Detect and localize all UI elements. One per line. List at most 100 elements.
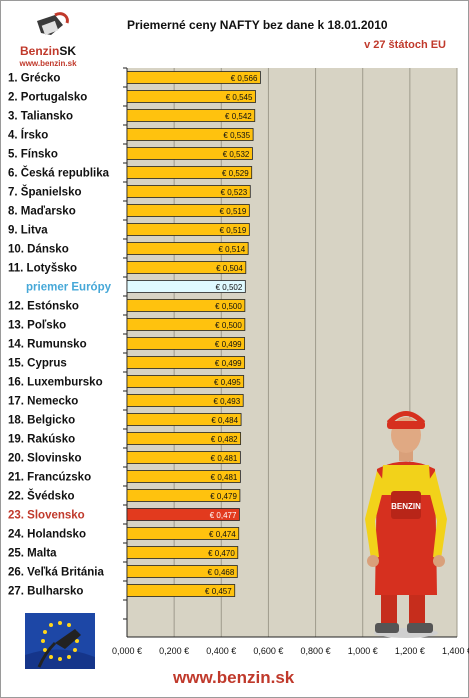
bar xyxy=(126,413,242,426)
data-label: € 0,481 xyxy=(211,473,238,482)
logo-url[interactable]: www.benzin.sk xyxy=(19,59,77,68)
bar-chart: 0,000 € 0,200 € 0,400 € 0,600 € 0,800 € 1,000… xyxy=(8,67,469,656)
bar xyxy=(126,432,242,445)
logo-text: Benzin xyxy=(19,44,60,58)
bar xyxy=(126,527,240,540)
logo-text-sk: SK xyxy=(59,44,76,58)
category-label: 9. Litva xyxy=(8,225,48,237)
data-label: € 0,523 xyxy=(221,188,248,197)
category-label: 12. Estónsko xyxy=(8,301,79,313)
data-label: € 0,481 xyxy=(211,454,238,463)
category-label: 8. Maďarsko xyxy=(8,206,76,218)
category-label: 19. Rakúsko xyxy=(8,434,75,446)
data-label: € 0,474 xyxy=(209,530,236,539)
category-label: 15. Cyprus xyxy=(8,358,67,370)
category-label: 25. Malta xyxy=(8,548,57,560)
category-label: 3. Taliansko xyxy=(8,111,73,123)
category-label: 20. Slovinsko xyxy=(8,453,82,465)
bar xyxy=(126,223,250,236)
category-label: 13. Poľsko xyxy=(8,320,66,332)
x-tick-label: 0,600 € xyxy=(253,646,283,656)
bar xyxy=(126,90,256,103)
bar xyxy=(126,470,241,483)
data-label: € 0,529 xyxy=(222,169,249,178)
category-label: 5. Fínsko xyxy=(8,149,58,161)
data-label: € 0,514 xyxy=(218,245,245,254)
category-label: 22. Švédsko xyxy=(8,490,74,503)
bar xyxy=(126,204,250,217)
chart-subtitle: v 27 štátoch EU xyxy=(364,39,446,51)
data-label: € 0,468 xyxy=(208,568,235,577)
bar xyxy=(126,242,249,255)
category-label: 23. Slovensko xyxy=(8,510,85,522)
x-tick-label: 0,400 € xyxy=(206,646,236,656)
bar xyxy=(126,147,253,160)
category-label: 21. Francúzsko xyxy=(8,472,91,484)
data-label: € 0,457 xyxy=(205,587,232,596)
bar xyxy=(126,299,246,312)
logo-wordmark: BenzinSK xyxy=(7,44,89,58)
svg-text:BENZIN: BENZIN xyxy=(391,502,421,511)
category-label: 4. Írsko xyxy=(8,129,48,142)
bar xyxy=(126,185,251,198)
category-label: 11. Lotyšsko xyxy=(8,263,77,275)
category-label: 14. Rumunsko xyxy=(8,339,87,351)
fuel-nozzle-icon xyxy=(37,12,69,36)
bar xyxy=(126,394,244,407)
footer-url[interactable]: www.benzin.sk xyxy=(173,668,295,687)
bar xyxy=(126,166,253,179)
bar xyxy=(126,489,241,502)
category-label: 1. Grécko xyxy=(8,73,60,85)
data-label: € 0,470 xyxy=(208,549,235,558)
data-label: € 0,499 xyxy=(215,359,242,368)
chart-title: Priemerné ceny NAFTY bez dane k 18.01.20… xyxy=(127,18,388,32)
data-label: € 0,500 xyxy=(215,302,242,311)
data-label: € 0,519 xyxy=(220,207,247,216)
data-label: € 0,499 xyxy=(215,340,242,349)
x-tick-label: 1,400 € xyxy=(442,646,469,656)
bar xyxy=(126,356,246,369)
category-label: 24. Holandsko xyxy=(8,529,86,541)
data-label: € 0,495 xyxy=(214,378,241,387)
data-label: € 0,545 xyxy=(226,93,253,102)
data-label: € 0,542 xyxy=(225,112,252,121)
category-label: 17. Nemecko xyxy=(8,396,78,408)
bar xyxy=(126,584,236,597)
bar xyxy=(126,508,240,521)
category-label: 18. Belgicko xyxy=(8,415,75,427)
x-tick-label: 1,000 € xyxy=(348,646,378,656)
bar xyxy=(126,451,241,464)
data-label: € 0,493 xyxy=(214,397,241,406)
category-label: 6. Česká republika xyxy=(8,167,110,180)
bar xyxy=(126,565,238,578)
bar xyxy=(126,109,256,122)
bar xyxy=(126,318,246,331)
x-tick-label: 1,200 € xyxy=(395,646,425,656)
bar xyxy=(126,261,247,274)
eu-flag-image xyxy=(25,613,95,669)
bar xyxy=(126,128,254,141)
bar xyxy=(126,337,246,350)
data-label: € 0,566 xyxy=(231,74,258,83)
data-label: € 0,500 xyxy=(215,321,242,330)
data-label: € 0,532 xyxy=(223,150,250,159)
category-label: 10. Dánsko xyxy=(8,244,69,256)
x-tick-label: 0,800 € xyxy=(301,646,331,656)
data-label: € 0,477 xyxy=(210,511,237,520)
category-label: 26. Veľká Británia xyxy=(8,567,104,579)
mascot-illustration: BENZIN xyxy=(365,411,447,638)
benzin-logo: BenzinSK www.benzin.sk xyxy=(7,11,89,68)
category-label: priemer Európy xyxy=(26,282,112,294)
category-label: 7. Španielsko xyxy=(8,186,82,199)
bar xyxy=(126,280,246,293)
data-label: € 0,504 xyxy=(216,264,243,273)
data-label: € 0,484 xyxy=(211,416,238,425)
bar xyxy=(126,71,261,84)
data-label: € 0,519 xyxy=(220,226,247,235)
data-label: € 0,482 xyxy=(211,435,238,444)
data-label: € 0,502 xyxy=(216,283,243,292)
x-tick-label: 0,000 € xyxy=(112,646,142,656)
data-label: € 0,479 xyxy=(210,492,237,501)
bar xyxy=(126,375,245,388)
